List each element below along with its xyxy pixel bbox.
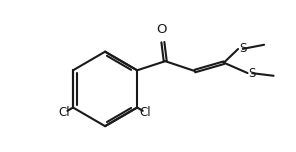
- Text: S: S: [248, 67, 256, 80]
- Text: Cl: Cl: [140, 106, 151, 119]
- Text: O: O: [156, 23, 167, 36]
- Text: Cl: Cl: [59, 106, 70, 119]
- Text: S: S: [239, 42, 246, 55]
